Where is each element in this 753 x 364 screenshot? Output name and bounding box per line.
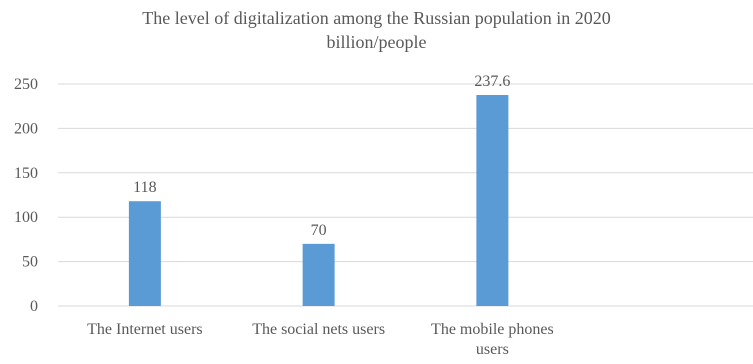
x-tick-label: The social nets users bbox=[252, 321, 385, 338]
data-label: 237.6 bbox=[474, 73, 510, 90]
y-tick-label: 100 bbox=[14, 209, 38, 226]
y-tick-label: 50 bbox=[22, 254, 38, 271]
x-tick-label: The mobile phones bbox=[431, 321, 554, 338]
x-tick-label: users bbox=[476, 341, 509, 358]
y-tick-label: 0 bbox=[30, 298, 38, 315]
y-tick-label: 150 bbox=[14, 165, 38, 182]
chart-subtitle: billion/people bbox=[326, 32, 427, 52]
bar bbox=[128, 201, 161, 306]
bar bbox=[476, 95, 509, 306]
data-label: 118 bbox=[133, 179, 156, 196]
y-tick-label: 200 bbox=[14, 120, 38, 137]
data-label: 70 bbox=[311, 222, 327, 239]
x-tick-label: The Internet users bbox=[87, 321, 203, 338]
chart-title: The level of digitalization among the Ru… bbox=[142, 8, 611, 28]
y-tick-label: 250 bbox=[14, 76, 38, 93]
bar bbox=[302, 243, 335, 306]
